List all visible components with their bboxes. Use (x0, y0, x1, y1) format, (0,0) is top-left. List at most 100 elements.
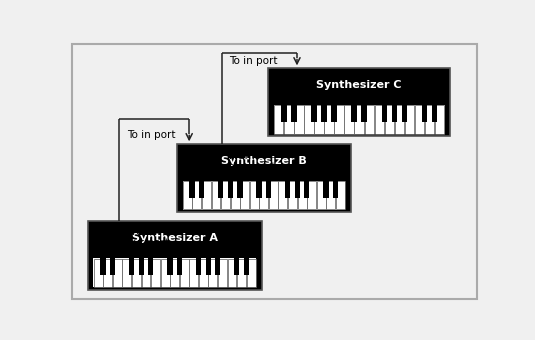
Bar (189, 181, 195, 198)
Bar (183, 181, 192, 209)
Bar (284, 105, 294, 134)
Bar (435, 105, 444, 134)
Bar (288, 181, 297, 209)
Bar (345, 105, 354, 134)
Bar (279, 181, 287, 209)
Bar (160, 258, 170, 287)
Bar (326, 181, 335, 209)
Bar (405, 105, 414, 134)
Text: Synthesizer B: Synthesizer B (221, 155, 307, 166)
Bar (193, 181, 201, 209)
Bar (94, 258, 256, 287)
Bar (113, 258, 122, 287)
Bar (362, 105, 367, 122)
Bar (240, 181, 249, 209)
Bar (336, 181, 345, 209)
Bar (129, 258, 134, 275)
Bar (142, 258, 150, 287)
Bar (304, 181, 309, 198)
Bar (151, 258, 160, 287)
Bar (199, 181, 204, 198)
Bar (333, 181, 338, 198)
Bar (228, 181, 233, 198)
Bar (88, 221, 262, 290)
Bar (432, 105, 437, 122)
Bar (211, 181, 220, 209)
Bar (237, 258, 246, 287)
Bar (351, 105, 357, 122)
Bar (321, 105, 327, 122)
Text: Synthesizer C: Synthesizer C (316, 80, 402, 90)
Bar (148, 258, 154, 275)
Bar (281, 105, 287, 122)
Bar (323, 181, 328, 198)
Bar (331, 105, 337, 122)
Bar (180, 258, 189, 287)
Bar (422, 105, 427, 122)
Bar (256, 181, 262, 198)
Bar (247, 258, 256, 287)
Bar (291, 105, 296, 122)
Bar (259, 181, 268, 209)
Bar (294, 105, 303, 134)
Bar (209, 258, 217, 287)
Bar (196, 258, 201, 275)
Text: From
out port: From out port (127, 227, 169, 248)
Bar (274, 105, 445, 134)
Bar (266, 181, 271, 198)
Bar (227, 258, 236, 287)
Bar (238, 181, 242, 198)
Bar (324, 105, 334, 134)
Bar (170, 258, 179, 287)
Bar (415, 105, 424, 134)
Bar (317, 181, 326, 209)
Bar (94, 258, 103, 287)
Bar (374, 105, 384, 134)
Bar (215, 258, 220, 275)
Bar (392, 105, 397, 122)
Bar (110, 258, 115, 275)
Bar (274, 105, 284, 134)
Bar (205, 258, 211, 275)
Text: From
thru port: From thru port (228, 151, 275, 172)
Bar (295, 181, 300, 198)
Bar (395, 105, 404, 134)
Bar (101, 258, 105, 275)
Bar (139, 258, 144, 275)
Bar (221, 181, 230, 209)
Bar (202, 181, 211, 209)
Bar (385, 105, 394, 134)
Bar (381, 105, 387, 122)
Bar (167, 258, 172, 275)
Bar (231, 181, 240, 209)
Bar (307, 181, 316, 209)
Bar (182, 181, 345, 210)
Bar (402, 105, 407, 122)
Bar (199, 258, 208, 287)
Bar (311, 105, 317, 122)
Bar (177, 144, 351, 212)
Bar (355, 105, 364, 134)
Bar (304, 105, 314, 134)
Bar (314, 105, 324, 134)
Bar (364, 105, 374, 134)
Bar (425, 105, 434, 134)
Bar (297, 181, 307, 209)
Bar (269, 181, 278, 209)
Bar (132, 258, 141, 287)
Bar (218, 258, 227, 287)
Bar (177, 258, 182, 275)
Text: To in port: To in port (228, 56, 277, 66)
Bar (250, 181, 259, 209)
Bar (234, 258, 240, 275)
Bar (103, 258, 112, 287)
Bar (285, 181, 291, 198)
Text: To in port: To in port (127, 130, 175, 140)
Bar (218, 181, 224, 198)
Bar (334, 105, 344, 134)
Bar (123, 258, 131, 287)
Text: Synthesizer A: Synthesizer A (132, 233, 218, 243)
Bar (189, 258, 198, 287)
Bar (268, 68, 450, 136)
Bar (244, 258, 249, 275)
